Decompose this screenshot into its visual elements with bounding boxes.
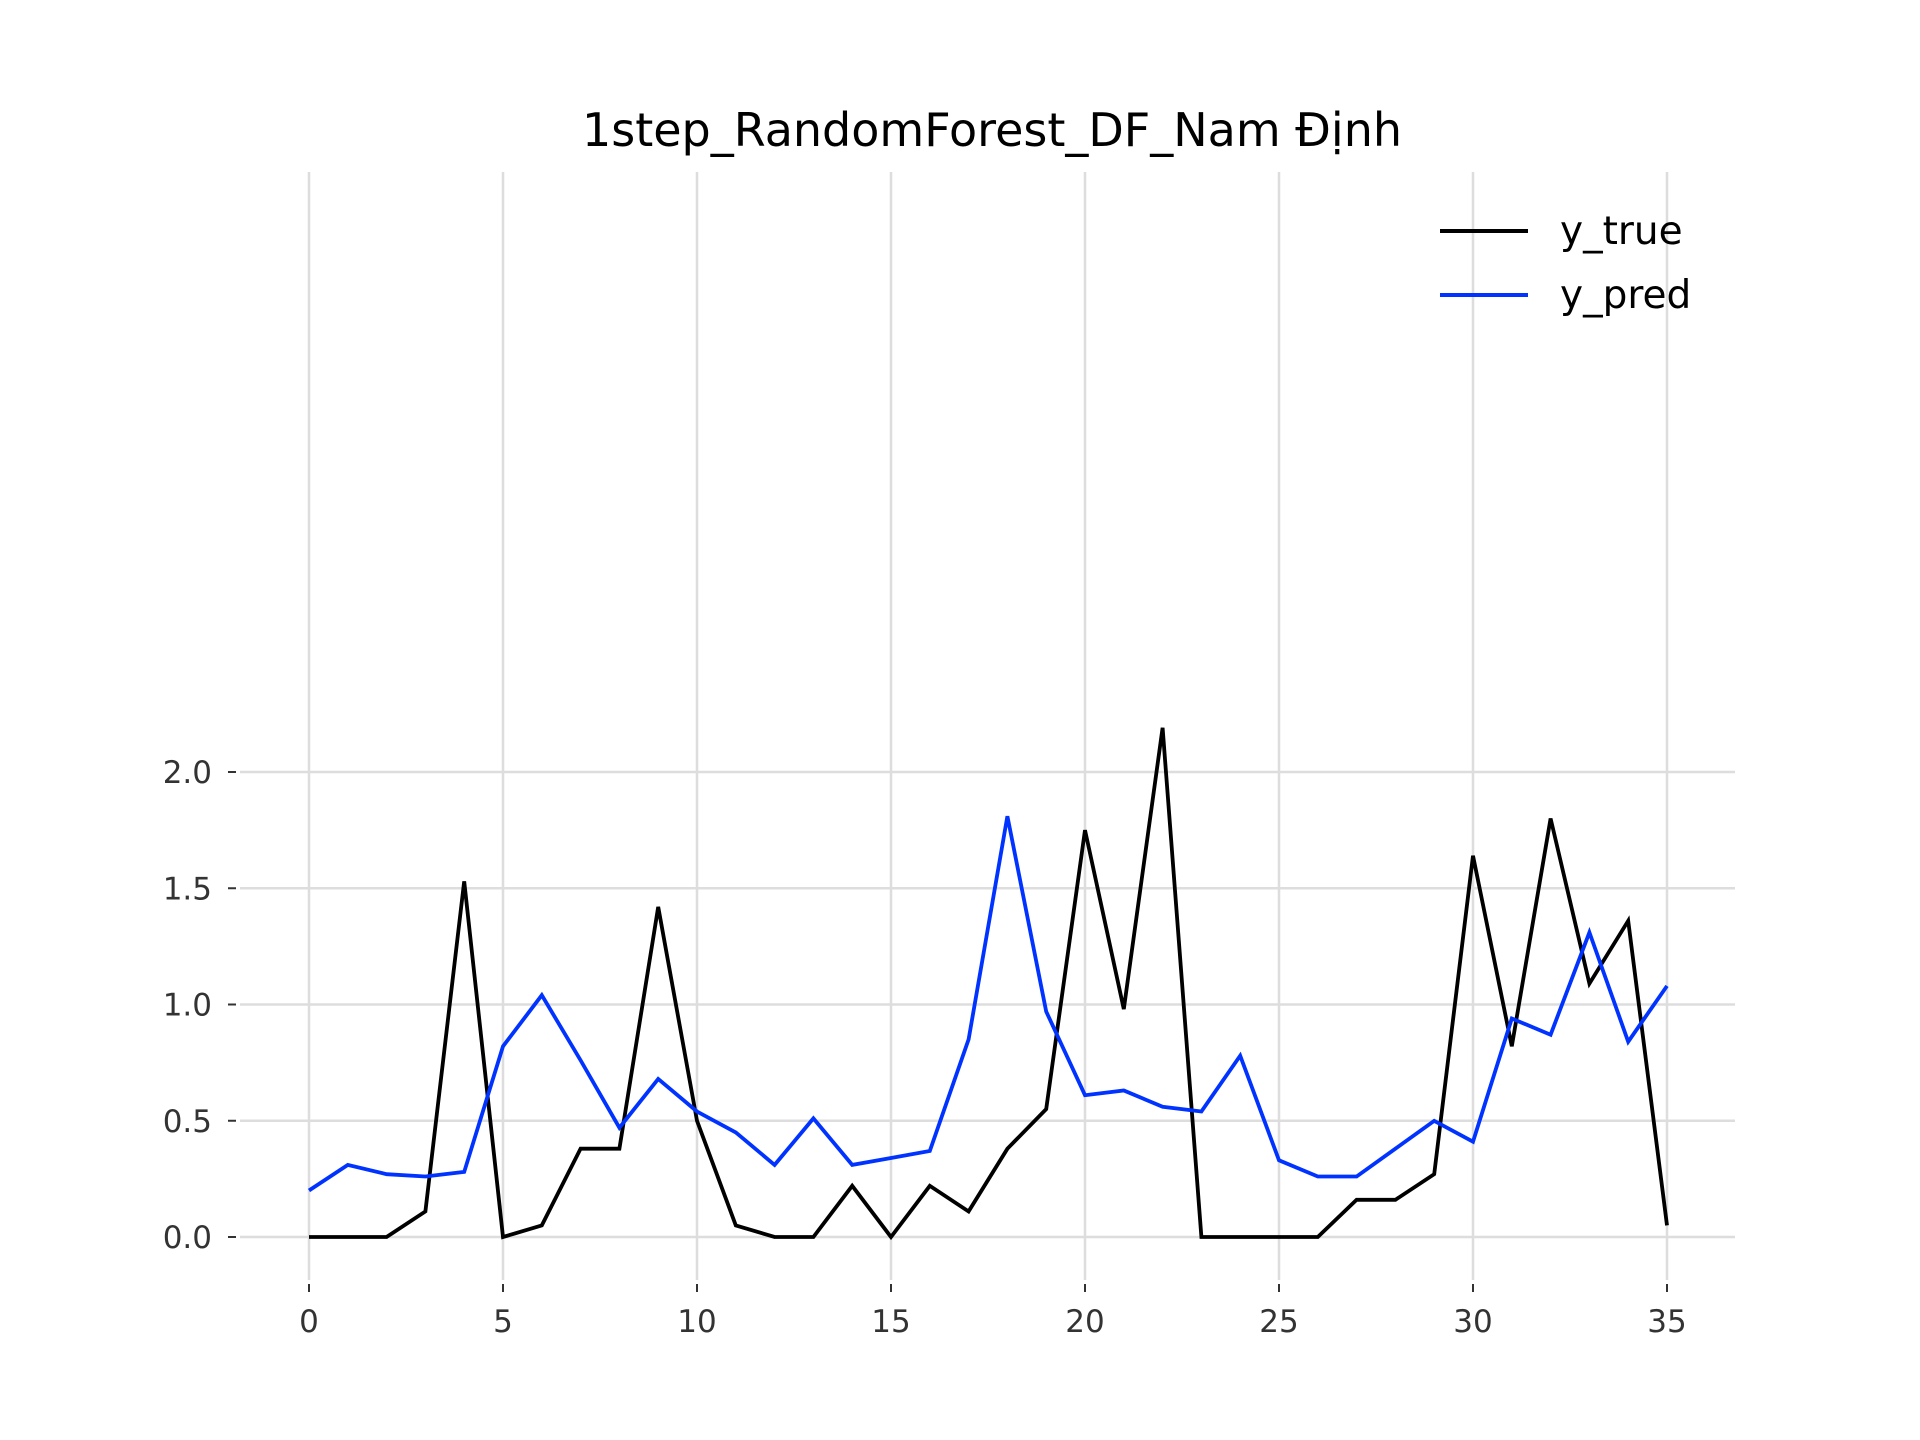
grid (240, 172, 1735, 1280)
x-tick-label: 25 (1259, 1304, 1298, 1340)
axis-ticks: 0 5 10 15 20 25 30 35 0.0 0.5 1.0 1.5 2.0 (163, 755, 1687, 1340)
x-tick-label: 15 (871, 1304, 910, 1340)
x-tick-label: 5 (493, 1304, 513, 1340)
y-tick-label: 1.0 (163, 988, 212, 1024)
y-tick-label: 0.5 (163, 1104, 212, 1140)
x-tick-label: 30 (1453, 1304, 1492, 1340)
series-line-y-true (309, 727, 1669, 1241)
x-tick-label: 35 (1647, 1304, 1686, 1340)
legend: y_true y_pred (1440, 209, 1691, 318)
x-tick-label: 20 (1065, 1304, 1104, 1340)
x-tick-label: 0 (299, 1304, 319, 1340)
x-tick-label: 10 (677, 1304, 716, 1340)
legend-label-y-pred: y_pred (1560, 273, 1691, 318)
y-tick-label: 2.0 (163, 755, 212, 791)
legend-label-y-true: y_true (1560, 209, 1683, 254)
y-tick-label: 1.5 (163, 871, 212, 907)
chart-title: 1step_RandomForest_DF_Nam Định (582, 103, 1402, 157)
series-line-y-pred (307, 815, 1669, 1193)
y-tick-label: 0.0 (163, 1220, 212, 1256)
data-series (307, 727, 1669, 1241)
